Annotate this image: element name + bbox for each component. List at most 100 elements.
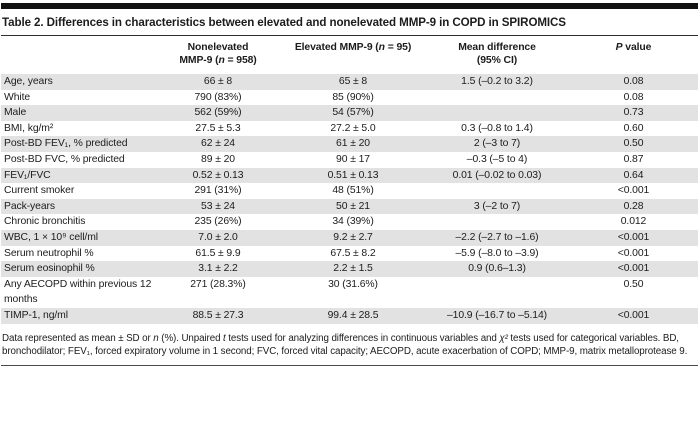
row-label-cell: Post-BD FEV₁, % predicted (4, 138, 128, 150)
mean-difference-cell (423, 214, 571, 230)
p-value-cell: 0.87 (623, 153, 644, 165)
elevated-value-cell: 48 (51%) (332, 185, 374, 197)
header-elevated: Elevated MMP-9 (n = 95) (294, 42, 412, 53)
elevated-value-cell: 54 (57%) (332, 107, 374, 119)
table-row: Serum neutrophil % 61.5 ± 9.9 67.5 ± 8.2 –5… (1, 246, 698, 262)
table-row: Age, years 66 ± 8 65 ± 8 1.5 (–0.2 to 3.2) 0… (1, 74, 698, 90)
elevated-value-cell: 50 ± 21 (336, 200, 370, 212)
table-title: Table 2. Differences in characteristics … (1, 9, 698, 36)
elevated-value-cell: 65 ± 8 (338, 76, 368, 87)
mean-difference-cell: 2 (–3 to 7) (473, 138, 521, 150)
row-label-cell: Post-BD FVC, % predicted (4, 153, 125, 165)
footnote-segment: t (223, 332, 226, 344)
header-spacer-cell (1, 42, 153, 67)
table-body: Age, years 66 ± 8 65 ± 8 1.5 (–0.2 to 3.2) 0… (1, 74, 698, 324)
nonelevated-value-cell: 7.0 ± 2.0 (198, 231, 238, 243)
nonelevated-value-cell: 3.1 ± 2.2 (198, 263, 238, 275)
nonelevated-value-cell: 562 (59%) (194, 107, 242, 119)
table-row: FEV₁/FVC 0.52 ± 0.13 0.51 ± 0.13 0.01 (–0.0… (1, 167, 698, 184)
mean-difference-cell: 0.3 (–0.8 to 1.4) (461, 122, 533, 134)
mean-difference-cell: –10.9 (–16.7 to –5.14) (446, 309, 548, 321)
row-label-cell: BMI, kg/m² (4, 122, 54, 134)
row-label-cell: Any AECOPD within previous 12 months (4, 278, 152, 306)
footnote: Data represented as mean ± SD or n (%). … (1, 324, 698, 366)
header-nonelevated: Nonelevated MMP-9 (n = 958) (153, 42, 283, 67)
header-nonelevated-line2: MMP-9 (n = 958) (179, 54, 257, 66)
row-label-cell: Chronic bronchitis (4, 216, 86, 228)
p-value-cell: 0.08 (623, 76, 644, 87)
table-row: BMI, kg/m² 27.5 ± 5.3 27.2 ± 5.0 0.3 (–0.8 … (1, 121, 698, 137)
mean-difference-cell: –0.3 (–5 to 4) (466, 153, 528, 165)
nonelevated-value-cell: 62 ± 24 (201, 138, 235, 150)
mean-difference-cell (423, 277, 571, 308)
row-label-cell: White (4, 91, 31, 103)
table-row: Serum eosinophil % 3.1 ± 2.2 2.2 ± 1.5 0.9 … (1, 261, 698, 277)
elevated-value-cell: 9.2 ± 2.7 (333, 231, 373, 243)
footnote-segment: tests used for categorical variables. BD… (2, 332, 688, 357)
mean-difference-cell: 1.5 (–0.2 to 3.2) (461, 76, 533, 87)
elevated-value-cell: 34 (39%) (332, 216, 374, 228)
elevated-value-cell: 61 ± 20 (336, 138, 370, 150)
nonelevated-value-cell: 271 (28.3%) (190, 278, 246, 290)
row-label-cell: Male (4, 107, 27, 119)
table-row: Chronic bronchitis 235 (26%) 34 (39%) 0.012 (1, 214, 698, 230)
row-label-cell: Age, years (4, 76, 53, 87)
nonelevated-value-cell: 88.5 ± 27.3 (192, 309, 244, 321)
nonelevated-value-cell: 89 ± 20 (201, 153, 235, 165)
footnote-segment: tests used for analyzing differences in … (225, 332, 500, 344)
footnote-segment: n (153, 332, 159, 344)
table-header-row: Nonelevated MMP-9 (n = 958) Elevated MMP… (1, 36, 698, 74)
nonelevated-value-cell: 235 (26%) (194, 216, 242, 228)
row-label-cell: Pack-years (4, 200, 55, 212)
p-value-cell: 0.08 (623, 91, 644, 103)
footnote-segment: (%). Unpaired (158, 332, 224, 344)
row-label-cell: WBC, 1 × 10⁹ cell/ml (4, 231, 98, 243)
elevated-value-cell: 27.2 ± 5.0 (330, 122, 376, 134)
row-label-cell: Serum neutrophil % (4, 247, 94, 259)
nonelevated-value-cell: 790 (83%) (194, 91, 242, 103)
mean-difference-cell (423, 90, 571, 106)
table-row: Post-BD FEV₁, % predicted 62 ± 24 61 ± 20 2… (1, 136, 698, 152)
footnote-segment: χ² (499, 332, 508, 344)
row-label-cell: Current smoker (4, 185, 75, 197)
elevated-value-cell: 30 (31.6%) (328, 278, 378, 290)
table-row: Pack-years 53 ± 24 50 ± 21 3 (–2 to 7) 0.28 (1, 198, 698, 215)
table-row: Current smoker 291 (31%) 48 (51%) <0.001 (1, 183, 698, 199)
mean-difference-cell (423, 105, 571, 121)
nonelevated-value-cell: 0.52 ± 0.13 (192, 169, 244, 181)
mean-difference-cell: 0.01 (–0.02 to 0.03) (452, 169, 542, 181)
p-value-cell: 0.50 (623, 278, 644, 290)
table-row: Post-BD FVC, % predicted 89 ± 20 90 ± 17 –0… (1, 152, 698, 168)
p-value-cell: 0.28 (623, 200, 644, 212)
nonelevated-value-cell: 53 ± 24 (201, 200, 235, 212)
p-value-cell: 0.73 (623, 107, 644, 119)
p-value-cell: 0.60 (623, 122, 644, 134)
p-value-cell: <0.001 (617, 185, 650, 197)
elevated-value-cell: 2.2 ± 1.5 (333, 263, 373, 275)
elevated-value-cell: 90 ± 17 (336, 153, 370, 165)
header-nonelevated-line1: Nonelevated (187, 42, 249, 53)
nonelevated-value-cell: 27.5 ± 5.3 (195, 122, 241, 134)
p-value-cell: <0.001 (617, 309, 650, 321)
p-value-cell: <0.001 (617, 231, 650, 243)
elevated-value-cell: 0.51 ± 0.13 (327, 169, 379, 181)
p-value-cell: <0.001 (617, 247, 650, 259)
paper-table-page: Table 2. Differences in characteristics … (1, 3, 698, 366)
p-value-cell: <0.001 (617, 263, 650, 275)
table-row: TIMP-1, ng/ml 88.5 ± 27.3 99.4 ± 28.5 –10.9… (1, 307, 698, 324)
mean-difference-cell (423, 183, 571, 199)
table-top-rule (1, 3, 698, 9)
elevated-value-cell: 99.4 ± 28.5 (327, 309, 379, 321)
mean-difference-cell: –2.2 (–2.7 to –1.6) (455, 231, 539, 243)
p-value-cell: 0.012 (620, 216, 647, 228)
table-row: White 790 (83%) 85 (90%) 0.08 (1, 90, 698, 106)
header-p-value: P value (615, 42, 652, 53)
p-value-cell: 0.50 (623, 138, 644, 150)
header-mean-difference: Mean difference (95% CI) (458, 42, 536, 66)
table-row: Male 562 (59%) 54 (57%) 0.73 (1, 105, 698, 121)
mean-difference-cell: –5.9 (–8.0 to –3.9) (455, 247, 539, 259)
table-row: WBC, 1 × 10⁹ cell/ml 7.0 ± 2.0 9.2 ± 2.7 –2… (1, 229, 698, 246)
elevated-value-cell: 67.5 ± 8.2 (330, 247, 376, 259)
footnote-segment: Data represented as mean ± SD or (2, 332, 154, 344)
row-label-cell: TIMP-1, ng/ml (4, 309, 68, 321)
